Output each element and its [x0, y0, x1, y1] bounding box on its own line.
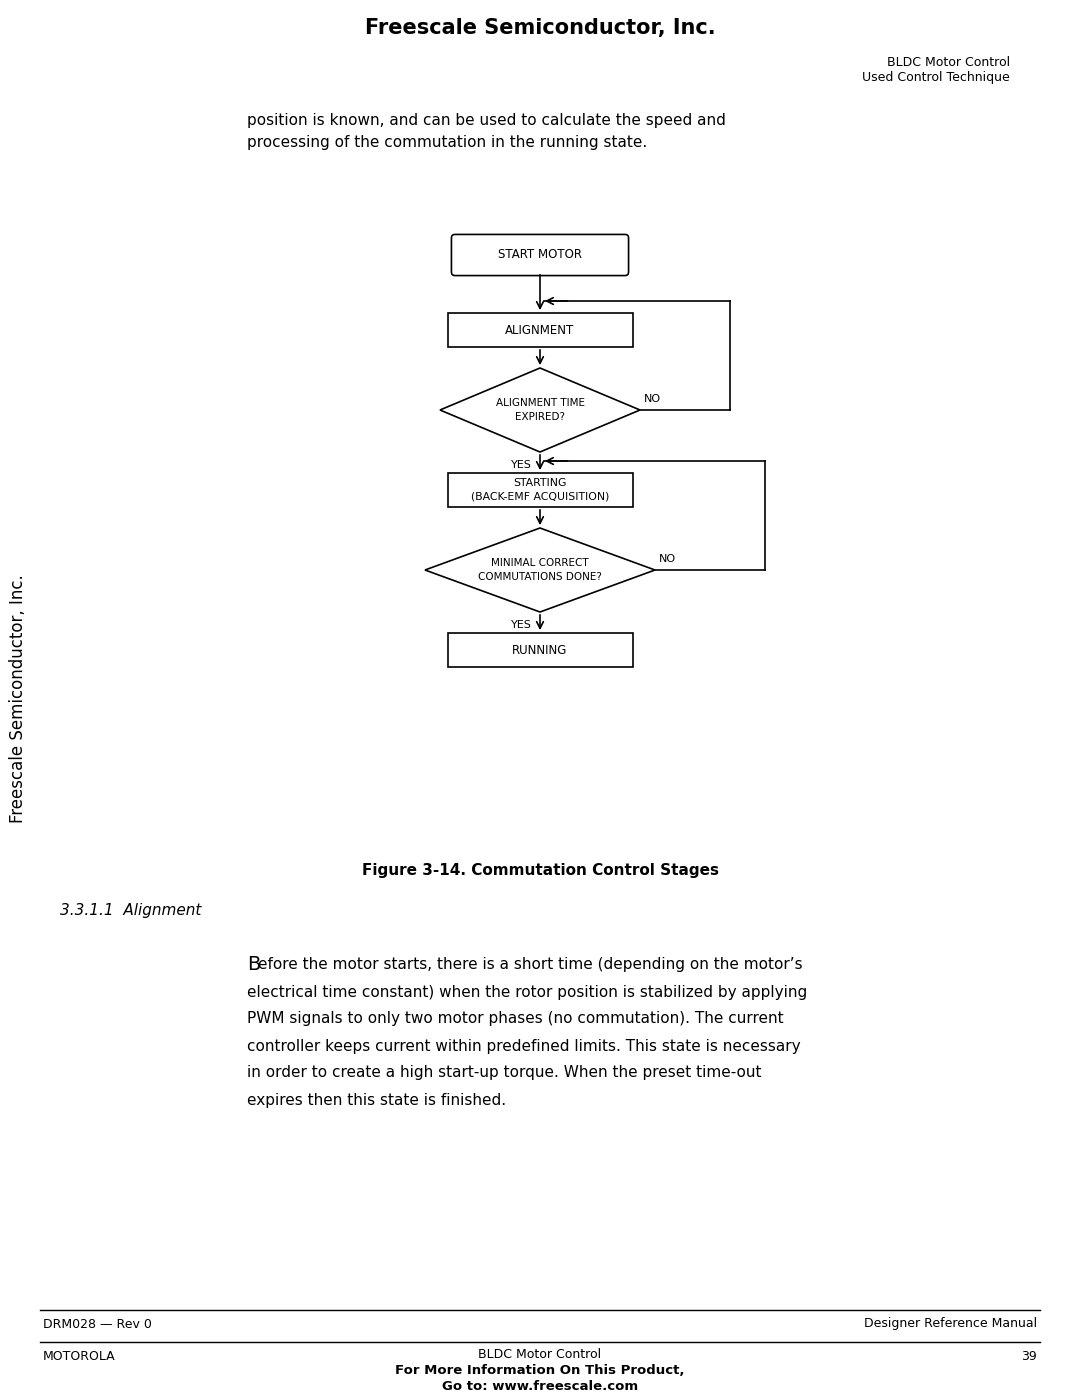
Text: Figure 3-14. Commutation Control Stages: Figure 3-14. Commutation Control Stages — [362, 862, 718, 877]
Text: PWM signals to only two motor phases (no commutation). The current: PWM signals to only two motor phases (no… — [247, 1011, 784, 1027]
Bar — [447, 474, 633, 507]
Text: B: B — [247, 956, 260, 975]
Text: NO: NO — [659, 555, 676, 564]
Text: YES: YES — [511, 620, 532, 630]
Text: expires then this state is finished.: expires then this state is finished. — [247, 1092, 507, 1108]
Text: in order to create a high start-up torque. When the preset time-out: in order to create a high start-up torqu… — [247, 1066, 761, 1080]
Text: processing of the commutation in the running state.: processing of the commutation in the run… — [247, 134, 647, 149]
Polygon shape — [426, 528, 654, 612]
Text: Go to: www.freescale.com: Go to: www.freescale.com — [442, 1379, 638, 1393]
Text: BLDC Motor Control: BLDC Motor Control — [887, 56, 1010, 68]
Text: efore the motor starts, there is a short time (depending on the motor’s: efore the motor starts, there is a short… — [258, 957, 802, 972]
Text: controller keeps current within predefined limits. This state is necessary: controller keeps current within predefin… — [247, 1038, 800, 1053]
Text: For More Information On This Product,: For More Information On This Product, — [395, 1363, 685, 1376]
Text: ALIGNMENT: ALIGNMENT — [505, 324, 575, 337]
Bar — [447, 313, 633, 346]
Text: NO: NO — [644, 394, 661, 404]
Text: 3.3.1.1  Alignment: 3.3.1.1 Alignment — [60, 902, 201, 918]
Text: BLDC Motor Control: BLDC Motor Control — [478, 1348, 602, 1361]
Text: Freescale Semiconductor, Inc.: Freescale Semiconductor, Inc. — [9, 574, 27, 823]
Text: Designer Reference Manual: Designer Reference Manual — [864, 1317, 1037, 1330]
Text: Used Control Technique: Used Control Technique — [862, 71, 1010, 84]
Text: MINIMAL CORRECT
COMMUTATIONS DONE?: MINIMAL CORRECT COMMUTATIONS DONE? — [478, 559, 602, 581]
Bar — [447, 633, 633, 666]
Text: START MOTOR: START MOTOR — [498, 249, 582, 261]
Text: Freescale Semiconductor, Inc.: Freescale Semiconductor, Inc. — [365, 18, 715, 38]
FancyBboxPatch shape — [451, 235, 629, 275]
Text: electrical time constant) when the rotor position is stabilized by applying: electrical time constant) when the rotor… — [247, 985, 807, 999]
Text: RUNNING: RUNNING — [512, 644, 568, 657]
Text: MOTOROLA: MOTOROLA — [43, 1350, 116, 1362]
Text: position is known, and can be used to calculate the speed and: position is known, and can be used to ca… — [247, 113, 726, 127]
Text: DRM028 — Rev 0: DRM028 — Rev 0 — [43, 1317, 152, 1330]
Text: ALIGNMENT TIME
EXPIRED?: ALIGNMENT TIME EXPIRED? — [496, 398, 584, 422]
Text: STARTING
(BACK-EMF ACQUISITION): STARTING (BACK-EMF ACQUISITION) — [471, 478, 609, 502]
Text: 39: 39 — [1022, 1350, 1037, 1362]
Polygon shape — [440, 367, 640, 453]
Text: YES: YES — [511, 460, 532, 469]
